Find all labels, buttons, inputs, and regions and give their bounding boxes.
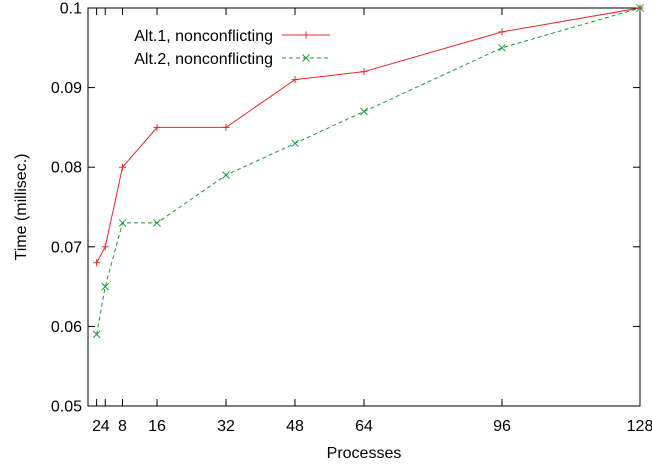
cross-marker [302,54,310,62]
x-tick-label: 8 [118,418,127,435]
series-line [96,7,641,263]
plus-marker [101,243,109,251]
plus-marker [93,259,101,267]
y-tick-label: 0.1 [60,1,82,18]
y-tick-label: 0.08 [51,160,82,177]
y-axis-title: Time (millisec.) [13,154,30,261]
x-axis-title: Processes [327,445,402,462]
cross-marker [222,171,230,180]
cross-marker [360,107,368,116]
cross-marker [291,139,299,148]
x-tick-label: 16 [148,418,166,435]
plus-marker [291,76,299,84]
cross-marker [498,43,506,52]
series-2 [92,4,644,339]
cross-marker [636,4,644,12]
x-tick-label: 2 [92,418,101,435]
plus-marker [302,31,310,39]
y-tick-label: 0.06 [51,319,82,336]
series-1 [93,4,644,267]
cross-marker [118,219,127,227]
y-tick-labels: 0.05 0.06 0.07 0.08 0.09 0.1 [51,1,82,416]
legend-label: Alt.1, nonconflicting [134,28,273,45]
x-tick-label: 4 [101,418,110,435]
x-tick-label: 64 [355,418,373,435]
x-tick-label: 32 [217,418,235,435]
plus-marker [153,123,161,131]
legend: Alt.1, nonconflicting Alt.2, nonconflicti… [134,28,330,68]
x-tick-label: 128 [627,418,652,435]
legend-label: Alt.2, nonconflicting [134,51,273,68]
plus-marker [360,68,368,76]
y-tick-label: 0.05 [51,399,82,416]
x-tick-label: 96 [493,418,511,435]
plus-marker [222,123,230,131]
plus-marker [119,163,126,171]
cross-marker [92,330,101,339]
x-tick-labels: 2 4 8 16 32 48 64 96 128 [92,418,652,435]
x-tick-label: 48 [286,418,304,435]
series-layer [92,4,644,339]
plus-marker [498,28,506,36]
y-tick-label: 0.07 [51,239,82,256]
cross-marker [153,219,161,227]
cross-marker [101,282,110,291]
y-tick-label: 0.09 [51,80,82,97]
